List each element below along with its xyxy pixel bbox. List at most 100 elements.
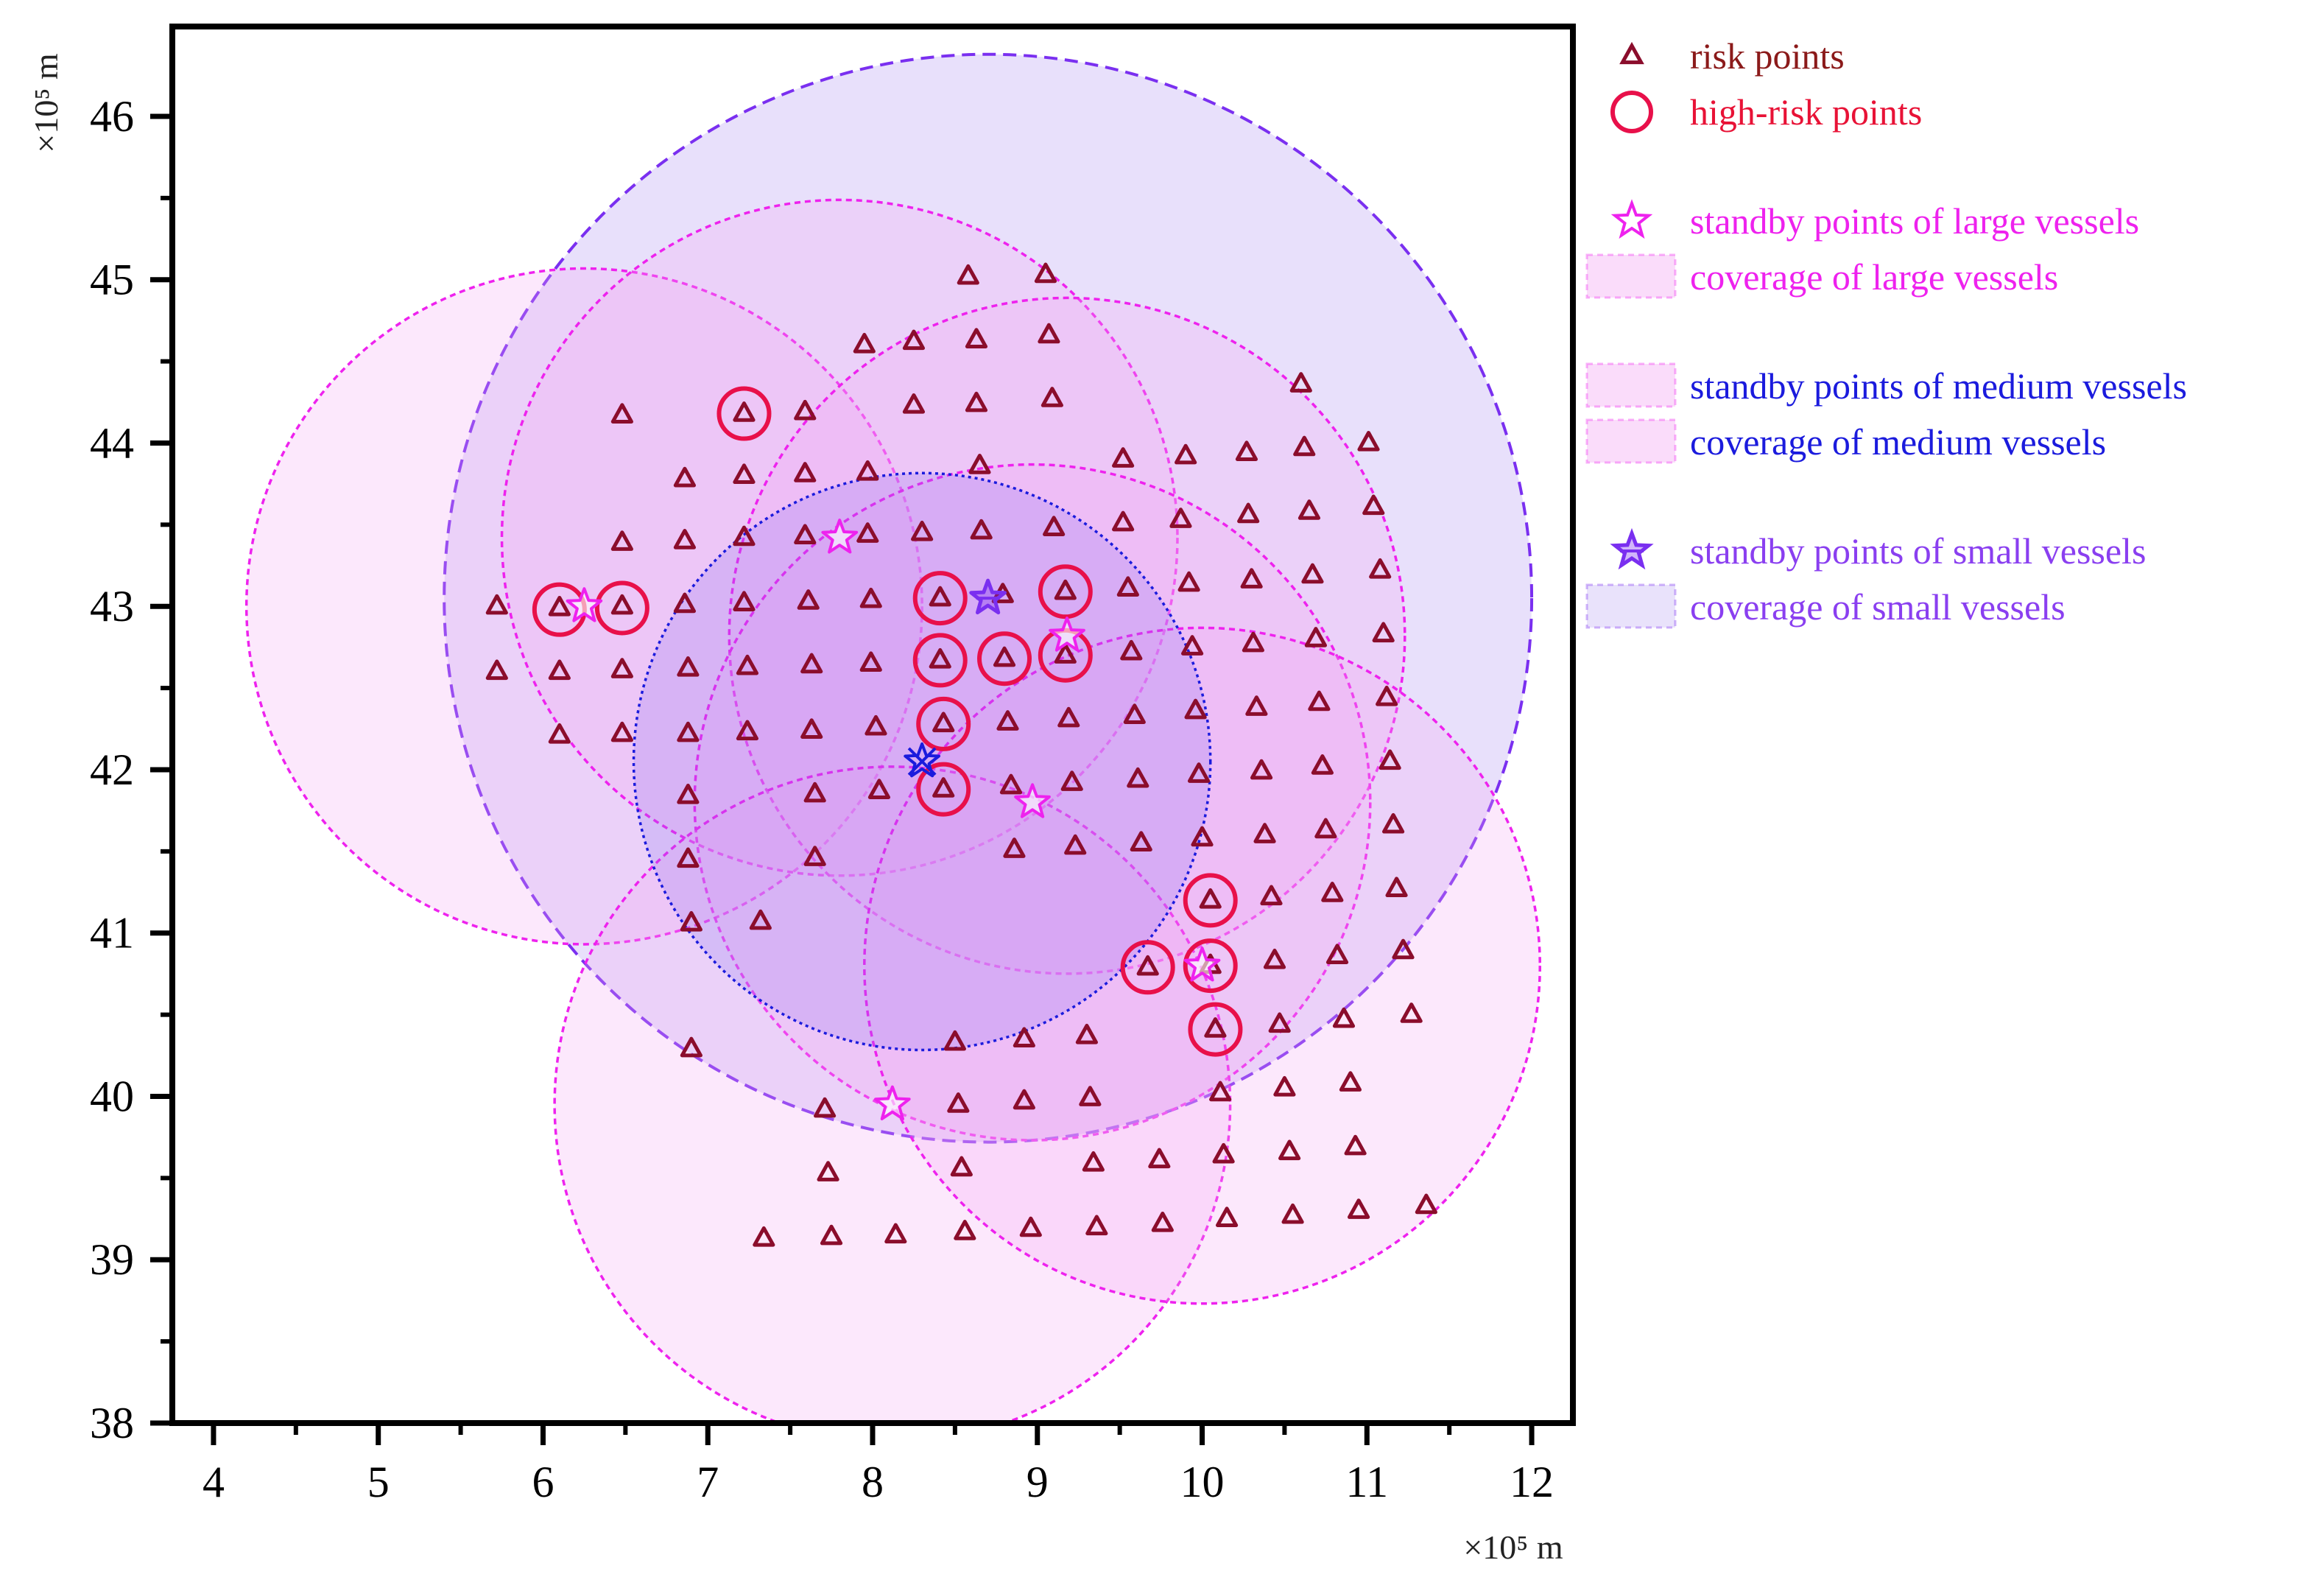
- risk-point-38: [610, 594, 633, 615]
- standby-medium-cross-0: [907, 747, 937, 776]
- risk-point-5: [1038, 323, 1060, 344]
- risk-point-90: [1378, 749, 1401, 770]
- risk-point-100: [680, 910, 703, 932]
- risk-point-101: [749, 909, 772, 930]
- risk-point-26: [794, 524, 817, 545]
- risk-point-32: [1169, 507, 1192, 528]
- risk-point-13: [673, 466, 697, 488]
- risk-point-51: [485, 659, 508, 681]
- risk-point-67: [610, 721, 633, 742]
- risk-point-42: [859, 587, 882, 608]
- risk-point-1: [1034, 262, 1057, 284]
- risk-point-105: [1385, 877, 1408, 898]
- risk-point-106: [1136, 955, 1159, 976]
- x-tick-label-2: 6: [532, 1458, 554, 1506]
- risk-point-133: [753, 1226, 775, 1247]
- risk-point-61: [1120, 639, 1143, 661]
- risk-point-65: [1372, 622, 1395, 643]
- risk-point-93: [1003, 837, 1026, 858]
- risk-point-78: [1308, 690, 1331, 712]
- risk-point-132: [1344, 1134, 1367, 1156]
- high-risk-point-2: [594, 580, 649, 636]
- risk-point-111: [680, 1036, 703, 1058]
- risk-point-54: [677, 656, 700, 677]
- risk-point-21: [1293, 435, 1316, 457]
- risk-point-20: [1235, 440, 1258, 461]
- high-risk-point-13: [1188, 1002, 1243, 1057]
- legend-medium_coverage-swatch: [1585, 418, 1677, 464]
- risk-point-87: [1187, 762, 1211, 783]
- risk-point-95: [1130, 831, 1152, 851]
- y-tick-label-4: 42: [90, 745, 134, 794]
- legend-large_standby-label: standby points of large vessels: [1690, 200, 2139, 242]
- standby-large-2: [1049, 617, 1085, 652]
- standby-large-0: [566, 587, 603, 622]
- risk-point-104: [1321, 882, 1344, 902]
- high-risk-point-0: [716, 386, 772, 441]
- risk-point-73: [996, 710, 1019, 731]
- risk-point-123: [1209, 1081, 1232, 1102]
- risk-point-137: [1019, 1216, 1042, 1237]
- risk-point-28: [911, 520, 934, 541]
- risk-point-60: [1054, 643, 1077, 664]
- risk-point-113: [1013, 1027, 1035, 1048]
- legend-small_coverage-swatch: [1585, 583, 1677, 629]
- risk-point-29: [970, 519, 993, 540]
- risk-point-57: [859, 651, 882, 672]
- risk-point-81: [803, 782, 826, 803]
- risk-point-130: [1212, 1142, 1235, 1164]
- legend-small_standby-label: standby points of small vessels: [1690, 530, 2146, 572]
- x-axis-unit-label: ×10⁵ m: [1463, 1528, 1563, 1566]
- legend-item-small_standby: standby points of small vessels: [1610, 527, 2146, 572]
- risk-point-27: [856, 522, 879, 543]
- risk-point-89: [1311, 754, 1334, 775]
- risk-point-30: [1043, 516, 1066, 536]
- risk-point-0: [957, 264, 979, 285]
- legend-item-large_standby: standby points of large vessels: [1610, 199, 2139, 242]
- risk-point-52: [548, 659, 571, 681]
- x-tick-label-1: 5: [367, 1458, 390, 1506]
- risk-point-127: [950, 1156, 973, 1177]
- risk-point-55: [736, 654, 759, 675]
- standby-large-5: [1183, 946, 1221, 982]
- risk-point-34: [1297, 499, 1321, 520]
- risk-point-36: [485, 594, 508, 615]
- risk-point-50: [1369, 558, 1392, 579]
- risk-point-24: [673, 529, 697, 549]
- risk-point-35: [1362, 494, 1385, 516]
- x-tick-label-3: 7: [697, 1458, 719, 1506]
- risk-point-124: [1273, 1075, 1296, 1097]
- risk-point-94: [1064, 834, 1087, 855]
- risk-point-6: [610, 403, 633, 424]
- risk-point-140: [1215, 1207, 1239, 1227]
- legend-large_coverage-swatch: [1585, 253, 1677, 299]
- x-tick-label-5: 9: [1027, 1458, 1049, 1506]
- risk-point-19: [1175, 443, 1197, 465]
- risk-point-53: [610, 658, 633, 678]
- legend-high-risk-icon: [1610, 91, 1653, 133]
- risk-point-125: [1339, 1071, 1362, 1092]
- risk-point-31: [1112, 510, 1135, 532]
- risk-point-47: [1177, 571, 1200, 592]
- x-tick-label-6: 10: [1180, 1458, 1225, 1506]
- risk-point-102: [1199, 888, 1222, 909]
- risk-point-117: [1332, 1007, 1356, 1028]
- risk-point-109: [1325, 944, 1349, 964]
- legend-risk-label: risk points: [1690, 35, 1845, 77]
- high-risk-point-6: [977, 631, 1032, 686]
- risk-point-120: [947, 1092, 970, 1113]
- legend-large-star-icon: [1610, 199, 1653, 239]
- legend-medium_standby-label: standby points of medium vessels: [1690, 365, 2187, 407]
- risk-point-10: [965, 391, 988, 412]
- risk-point-99: [1381, 812, 1405, 834]
- risk-point-112: [943, 1030, 966, 1051]
- legend-item-small_coverage: coverage of small vessels: [1585, 583, 2066, 629]
- risk-point-126: [817, 1161, 839, 1181]
- risk-point-84: [999, 773, 1023, 795]
- risk-point-122: [1079, 1086, 1102, 1106]
- y-tick-label-1: 39: [90, 1235, 134, 1284]
- coverage-layer: [244, 52, 1541, 1423]
- risk-point-62: [1181, 635, 1204, 656]
